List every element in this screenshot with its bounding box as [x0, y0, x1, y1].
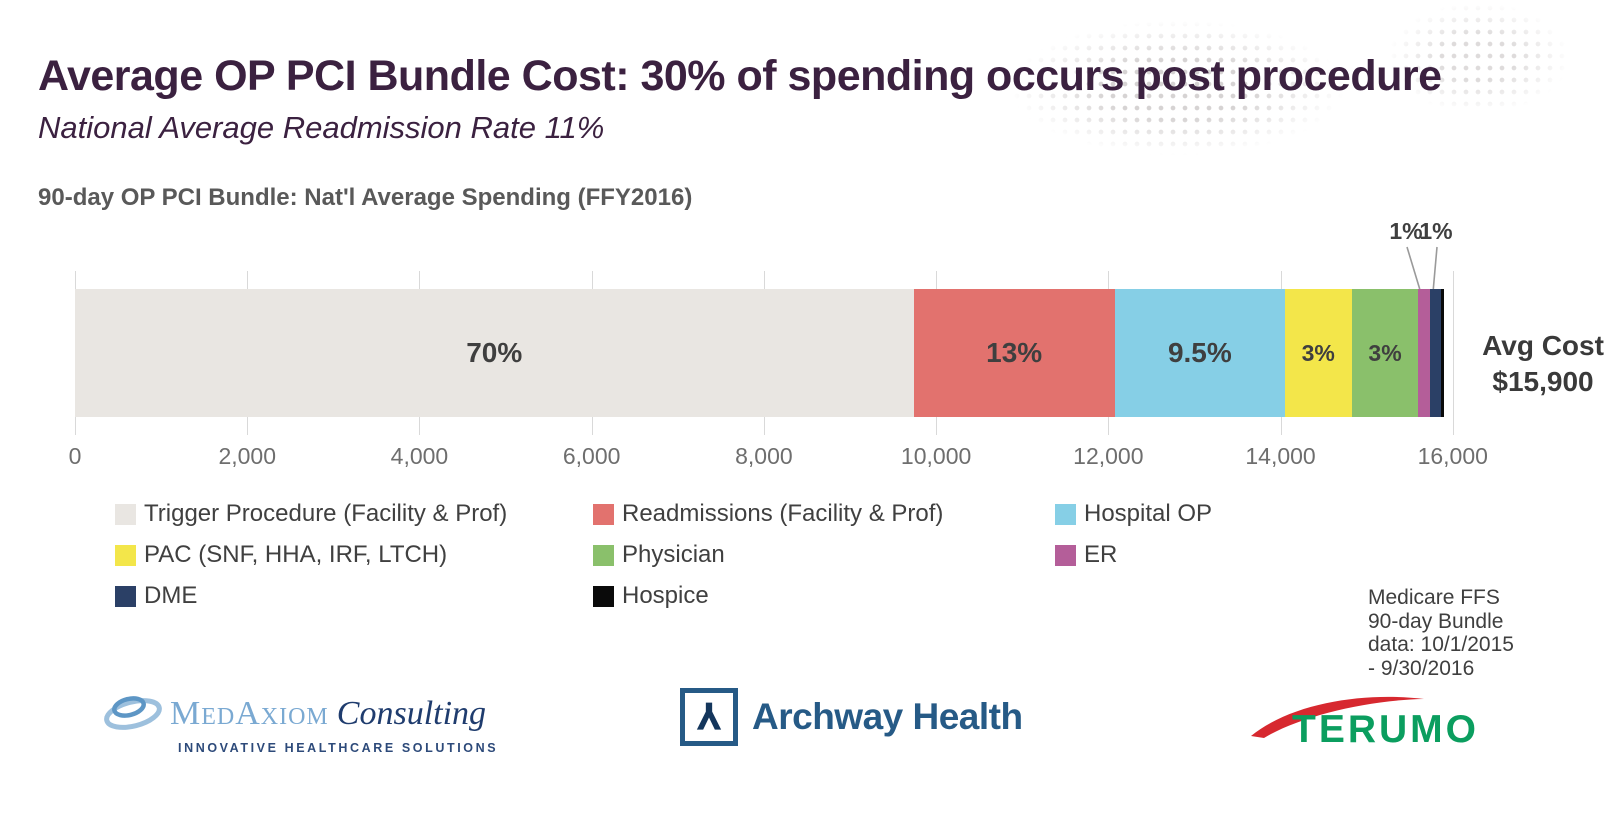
callout-leader-lines: [1406, 246, 1438, 290]
note-line: 90-day Bundle: [1368, 609, 1504, 633]
axis-tick-label: 2,000: [218, 443, 276, 469]
axis-tick-label: 0: [68, 443, 82, 469]
legend-item-physician: Physician: [593, 541, 1055, 569]
legend-swatch: [1055, 503, 1076, 525]
legend-swatch: [593, 585, 614, 607]
legend-item-er: ER: [1055, 541, 1212, 569]
legend-label: Trigger Procedure (Facility & Prof): [144, 500, 508, 527]
archway-health-text: Archway Health: [752, 696, 1023, 737]
axis-tick-label: 10,000: [900, 443, 972, 469]
legend-label: Readmissions (Facility & Prof): [622, 500, 944, 527]
legend-label: Hospital OP: [1084, 500, 1213, 527]
note-line: data: 10/1/2015: [1368, 633, 1514, 657]
segment-label: 70%: [466, 337, 523, 368]
medaxiom-tagline: INNOVATIVE HEALTHCARE SOLUTIONS: [178, 741, 499, 755]
gridline: [1452, 271, 1454, 435]
archway-health-logo: Archway Health: [680, 688, 1023, 746]
bar-segment-readmissions-facility-prof: 13%: [913, 289, 1115, 417]
note-line: Medicare FFS: [1368, 586, 1500, 609]
axis-tick-label: 12,000: [1073, 443, 1144, 469]
medaxiom-swirl-icon: [100, 688, 164, 739]
note-line: - 9/30/2016: [1368, 656, 1475, 680]
axis-tick-label: 8,000: [735, 443, 793, 469]
legend-swatch: [593, 544, 614, 566]
segment-label: 13%: [986, 337, 1043, 368]
terumo-text: TERUMO: [1292, 708, 1479, 751]
legend-swatch: [115, 544, 136, 566]
legend-swatch: [593, 503, 614, 525]
callout-label-dme: 1%: [1419, 218, 1453, 244]
legend-swatch: [1055, 544, 1076, 566]
legend-label: ER: [1084, 541, 1118, 568]
bar-segment-pac-snf-hha-irf-ltch: 3%: [1284, 289, 1352, 417]
legend-swatch: [115, 503, 136, 525]
terumo-logo: TERUMO: [1248, 690, 1578, 756]
axis-tick-label: 14,000: [1245, 443, 1316, 469]
slide-title: Average OP PCI Bundle Cost: 30% of spend…: [38, 52, 1442, 100]
legend-item-readmissions-facility-prof: Readmissions (Facility & Prof): [593, 500, 1055, 528]
legend-swatch: [115, 585, 136, 607]
bar-segment-physician: 3%: [1351, 289, 1419, 417]
callout-label-er: 1%: [1389, 218, 1423, 244]
terumo-swoosh-icon: [1251, 696, 1424, 738]
segment-label: 9.5%: [1167, 337, 1232, 368]
axis-tick-label: 6,000: [562, 443, 621, 469]
legend-item-dme: DME: [115, 582, 593, 610]
stacked-bar-chart: 1% 1% 70% 13% 9.5% 3% 3% 0 2,000 4,000 6,000 8,00…: [69, 218, 1488, 478]
legend-item-pac-snf-hha-irf-ltch: PAC (SNF, HHA, IRF, LTCH): [115, 541, 593, 569]
medaxiom-consulting-logo: MedAxiom Consulting INNOVATIVE HEALTHCAR…: [100, 688, 498, 755]
axis-labels: 0 2,000 4,000 6,000 8,000 10,000 12,000 14,000 1…: [69, 443, 1488, 471]
legend-label: PAC (SNF, HHA, IRF, LTCH): [144, 541, 448, 568]
leader-line: [1432, 246, 1438, 290]
legend-label: Physician: [622, 541, 725, 568]
legend-item-trigger-procedure-facility-prof: Trigger Procedure (Facility & Prof): [115, 500, 593, 528]
halftone-dots-decoration: [975, 6, 1415, 184]
segment-label: 3%: [1301, 339, 1335, 366]
axis-tick-label: 16,000: [1417, 443, 1488, 469]
leader-line: [1406, 246, 1421, 290]
axis-tick-label: 4,000: [390, 443, 449, 469]
archway-arch-icon: [680, 688, 738, 746]
legend-item-hospital-op: Hospital OP: [1055, 500, 1212, 528]
bar-segment-trigger-procedure-facility-prof: 70%: [75, 289, 914, 417]
medaxiom-consulting-text: Consulting: [336, 694, 487, 732]
bar-segment-dme: [1429, 289, 1441, 417]
avg-cost-value: $15,900: [1492, 366, 1594, 398]
medaxiom-wordmark: MedAxiom: [170, 694, 329, 732]
chart-legend: Trigger Procedure (Facility & Prof) Readm…: [115, 500, 1212, 610]
bar-segment-er: [1418, 289, 1430, 417]
halftone-dots-decoration-small: [1352, 2, 1582, 142]
chart-title: 90-day OP PCI Bundle: Nat'l Average Spen…: [38, 184, 693, 211]
bar-segment-hospice: [1440, 289, 1445, 417]
stacked-bar: 70% 13% 9.5% 3% 3%: [75, 289, 1445, 417]
segment-label: 3%: [1368, 339, 1402, 366]
source-note: Medicare FFS 90-day Bundle data: 10/1/20…: [1368, 586, 1514, 680]
legend-item-hospice: Hospice: [593, 582, 1055, 610]
bar-segment-hospital-op: 9.5%: [1114, 289, 1285, 417]
slide-subtitle: National Average Readmission Rate 11%: [38, 110, 605, 145]
avg-cost-label: Avg Cost: [1482, 330, 1604, 361]
legend-label: DME: [144, 582, 198, 609]
avg-cost-annotation: Avg Cost $15,900: [1478, 328, 1608, 401]
legend-label: Hospice: [622, 582, 709, 609]
